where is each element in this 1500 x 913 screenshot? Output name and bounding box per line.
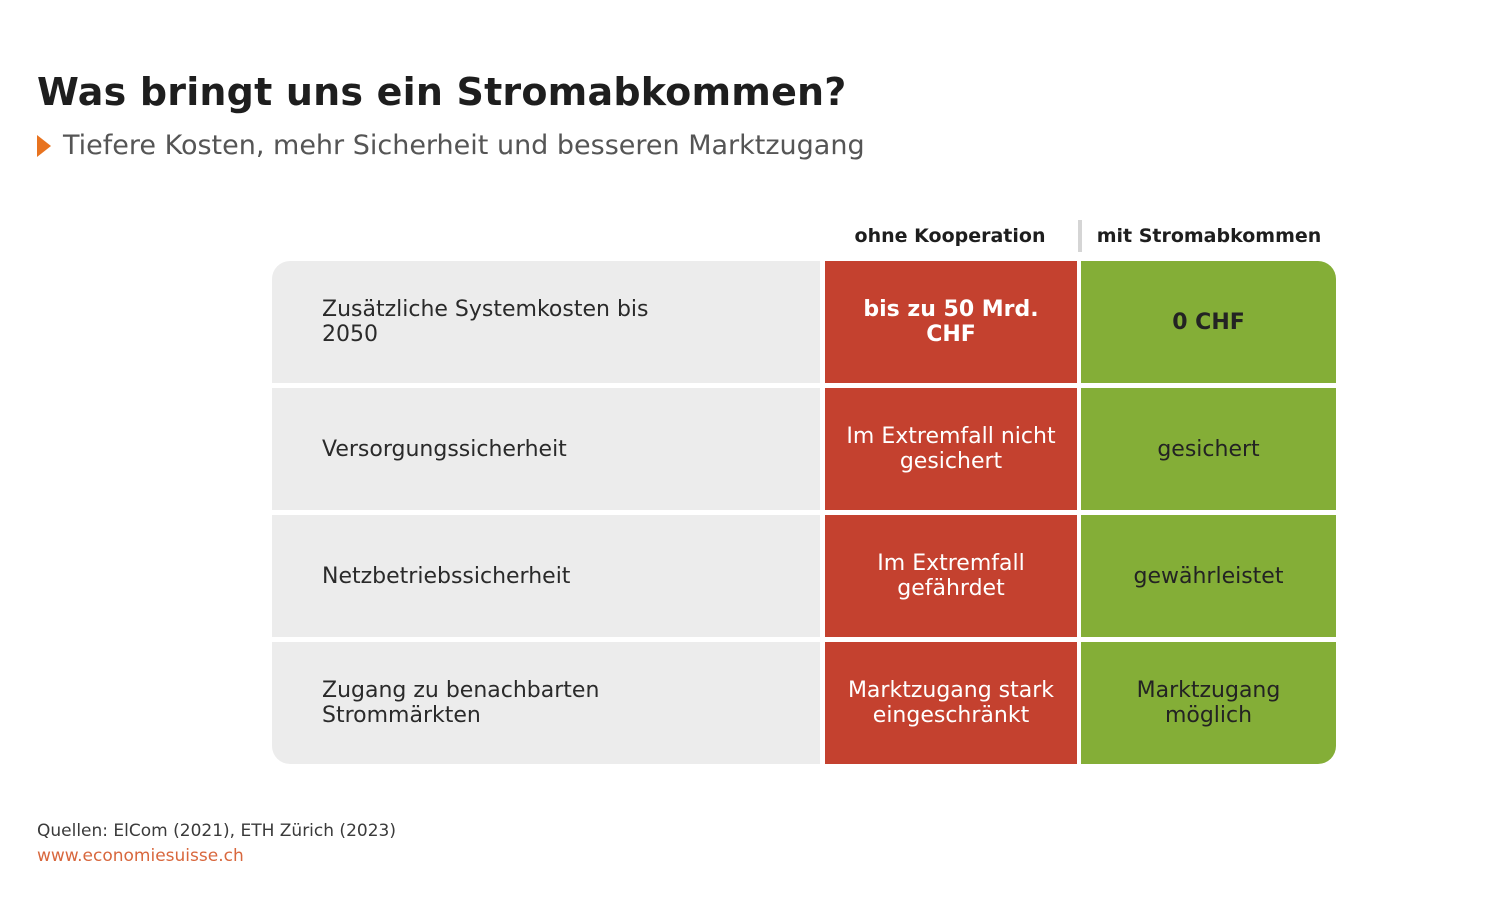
table-row: Netzbetriebssicherheit Im Extremfall gef… [272,515,1336,637]
mit-stromabkommen-cell: 0 CHF [1081,261,1336,383]
row-label: Zugang zu benachbarten Strommärkten [272,642,820,764]
website-link[interactable]: www.economiesuisse.ch [37,846,244,866]
row-label: Zusätzliche Systemkosten bis 2050 [272,261,820,383]
page-title: Was bringt uns ein Stromabkommen? [37,70,847,114]
ohne-kooperation-cell: Im Extremfall gefährdet [825,515,1077,637]
triangle-arrow-icon [37,134,51,157]
column-header-ohne-kooperation: ohne Kooperation [854,225,1046,247]
table-row: Versorgungssicherheit Im Extremfall nich… [272,388,1336,510]
mit-stromabkommen-cell: gewährleistet [1081,515,1336,637]
subtitle-text: Tiefere Kosten, mehr Sicherheit und bess… [63,130,865,161]
table-row: Zusätzliche Systemkosten bis 2050 bis zu… [272,261,1336,383]
subtitle: Tiefere Kosten, mehr Sicherheit und bess… [37,130,865,161]
comparison-table: Zusätzliche Systemkosten bis 2050 bis zu… [272,261,1336,764]
row-label: Versorgungssicherheit [272,388,820,510]
ohne-kooperation-cell: Im Extremfall nicht gesichert [825,388,1077,510]
source-note: Quellen: ElCom (2021), ETH Zürich (2023) [37,821,396,841]
table-row: Zugang zu benachbarten Strommärkten Mark… [272,642,1336,764]
row-label: Netzbetriebssicherheit [272,515,820,637]
ohne-kooperation-cell: bis zu 50 Mrd. CHF [825,261,1077,383]
column-header-mit-stromabkommen: mit Stromabkommen [1078,220,1336,252]
mit-stromabkommen-cell: gesichert [1081,388,1336,510]
ohne-kooperation-cell: Marktzugang stark eingeschränkt [825,642,1077,764]
mit-stromabkommen-cell: Marktzugang möglich [1081,642,1336,764]
